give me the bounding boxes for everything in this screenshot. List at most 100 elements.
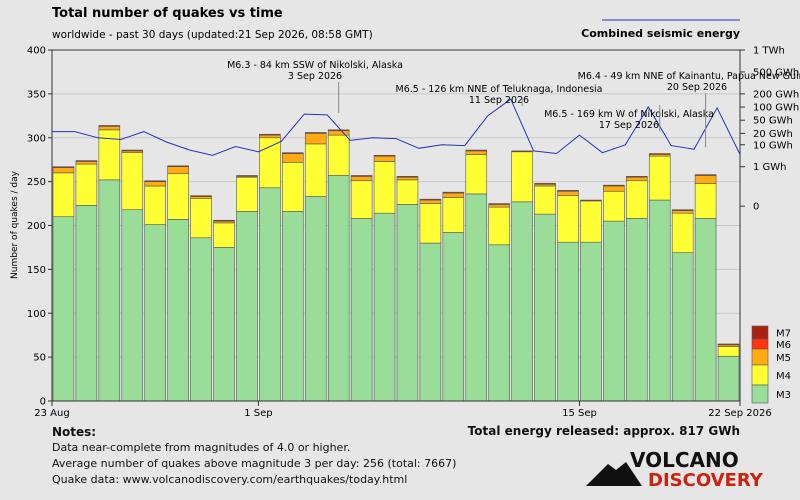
bar-m4: [465, 154, 488, 195]
legend-swatch-m7: [751, 325, 769, 340]
y-tick-label: 50: [33, 353, 46, 364]
energy-series: [52, 98, 741, 156]
bar-m4: [213, 222, 235, 248]
bar-m3: [190, 237, 212, 402]
bar-m4: [75, 163, 98, 206]
legend-label: M3: [776, 390, 791, 401]
bar-m7: [144, 180, 166, 182]
legend-swatch-m6: [751, 338, 769, 350]
bar-m7: [465, 149, 488, 152]
bar-m5: [304, 133, 327, 145]
bar-m4: [396, 179, 419, 205]
bar-m3: [282, 211, 304, 402]
bar-m4: [717, 346, 740, 357]
y-axis-label: Number of quakes / day: [10, 170, 20, 279]
bar-m3: [52, 216, 75, 402]
notes-block: Notes: Data near-complete from magnitude…: [52, 424, 456, 488]
bar-m7: [626, 176, 648, 178]
bar-m5: [694, 175, 717, 184]
bar-m4: [419, 203, 442, 244]
bar-m4: [327, 134, 350, 176]
bar-m7: [98, 125, 121, 127]
bar-m4: [580, 200, 602, 243]
bar-m3: [236, 211, 258, 402]
y-tick-label: 100: [27, 309, 46, 320]
notes-line-3: Quake data: www.volcanodiscovery.com/ear…: [52, 473, 408, 486]
bar-m3: [121, 209, 144, 402]
annotation-date: 17 Sep 2026: [599, 120, 659, 131]
bar-m5: [350, 176, 373, 182]
bar-m7: [75, 160, 98, 162]
bar-m5: [465, 150, 488, 155]
y-tick-label: 400: [27, 46, 46, 57]
bar-m3: [603, 220, 625, 402]
bar-m4: [442, 197, 465, 233]
bar-m7: [419, 198, 442, 201]
energy-tick-label: 0: [753, 202, 759, 213]
bar-m3: [350, 218, 373, 402]
annotation-text: M6.4 - 49 km NNE of Kainantu, Papua New …: [578, 71, 800, 82]
energy-line: [52, 98, 741, 156]
bar-m3: [75, 205, 98, 402]
bar-m3: [465, 193, 488, 402]
bar-m4: [236, 176, 258, 212]
bar-m7: [190, 195, 212, 197]
bar-m3: [144, 224, 166, 402]
bar-m3: [580, 241, 602, 402]
chart-subtitle: worldwide - past 30 days (updated:21 Sep…: [52, 29, 373, 41]
y-tick-label: 200: [27, 221, 46, 232]
bar-m7: [442, 191, 465, 194]
bar-m4: [373, 161, 396, 214]
energy-tick-label: 1 GWh: [753, 162, 787, 173]
energy-axis-ticks: 1 TWh 500 GWh 200 GWh 100 GWh 50 GWh 20 GWh10…: [740, 46, 799, 213]
bar-m4: [282, 162, 304, 212]
bar-m4: [52, 172, 75, 218]
y-tick-label: 250: [27, 177, 46, 188]
volcano-discovery-logo: VOLCANO DISCOVERY: [586, 450, 764, 490]
bar-m3: [488, 244, 510, 402]
bar-m3: [442, 232, 465, 402]
bar-m7: [121, 149, 144, 152]
energy-tick-label: 200 GWh: [753, 89, 799, 100]
y-axis-ticks: 0 50 100 150 200 250 300 350 400: [27, 46, 52, 408]
bar-m4: [259, 137, 281, 189]
annotation-text: M6.5 - 126 km NNE of Teluknaga, Indonesi…: [396, 84, 603, 95]
bar-m4: [98, 129, 121, 181]
bar-m4: [304, 143, 327, 197]
bar-m3: [419, 242, 442, 402]
bar-m5: [167, 166, 189, 175]
energy-tick-label: 100 GWh: [753, 103, 799, 114]
bar-m5: [626, 176, 648, 182]
y-tick-label: 300: [27, 133, 46, 144]
bar-m5: [144, 181, 166, 187]
bar-m4: [144, 185, 166, 225]
bar-m7: [327, 129, 350, 132]
bar-m5: [419, 199, 442, 204]
bar-m3: [557, 241, 579, 402]
annotation-text: M6.5 - 169 km W of Nikolski, Alaska: [544, 109, 714, 120]
bar-m4: [167, 173, 189, 220]
energy-total: Total energy released: approx. 817 GWh: [467, 424, 740, 438]
annotation-date: 11 Sep 2026: [469, 95, 529, 106]
bar-m7: [213, 219, 235, 222]
notes-line-1: Data near-complete from magnitudes of 4.…: [52, 441, 351, 454]
bar-m5: [75, 161, 98, 165]
x-tick-label: 22 Sep 2026: [708, 408, 771, 419]
bar-m5: [259, 134, 281, 139]
bar-m3: [694, 218, 717, 402]
bar-m3: [373, 212, 396, 402]
legend-swatch-m4: [751, 364, 769, 386]
bar-m7: [603, 184, 625, 187]
bar-m7: [259, 133, 281, 136]
bar-m5: [557, 190, 579, 196]
notes-heading: Notes:: [52, 425, 97, 439]
bar-m3: [327, 175, 350, 402]
bar-m7: [671, 209, 694, 211]
bar-m7: [717, 343, 740, 346]
bar-m4: [190, 197, 212, 239]
legend-label: M5: [776, 353, 791, 364]
bar-m7: [304, 132, 327, 134]
bar-m3: [396, 204, 419, 402]
legend-label: M7: [776, 329, 791, 340]
